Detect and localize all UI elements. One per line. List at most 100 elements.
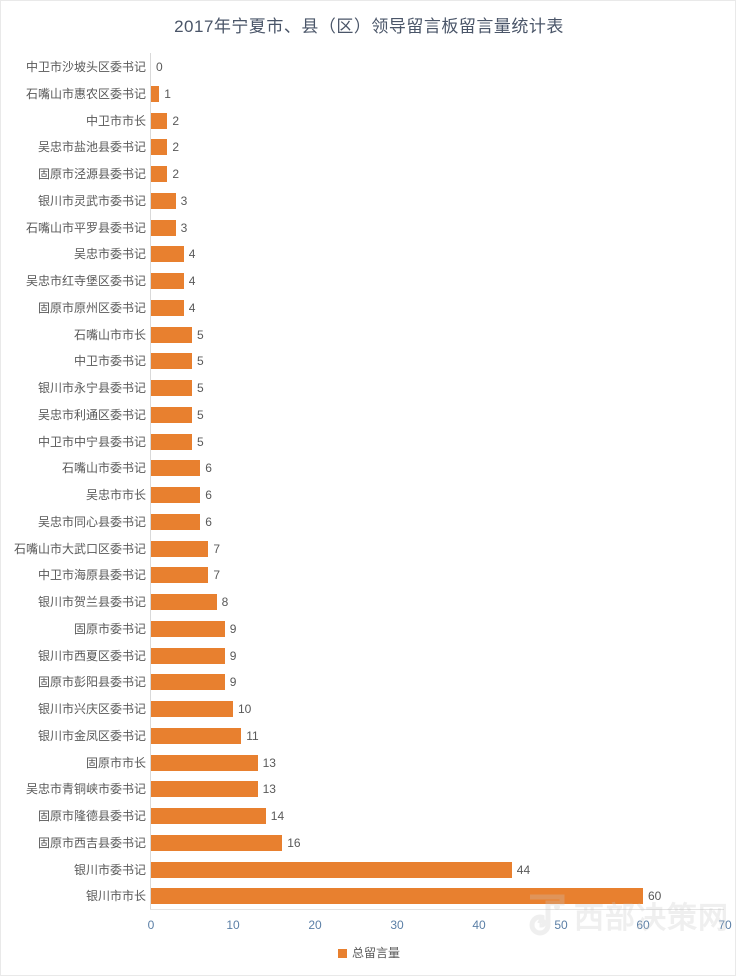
bar[interactable] (151, 112, 168, 129)
category-label: 吴忠市利通区委书记 (37, 407, 146, 422)
category-label: 银川市灵武市委书记 (37, 193, 146, 208)
category-label: 吴忠市同心县委书记 (37, 514, 146, 529)
bar[interactable] (151, 888, 643, 905)
bar[interactable] (151, 139, 168, 156)
bar-value-label: 2 (172, 140, 180, 155)
bar-value-label: 3 (180, 193, 188, 208)
bar-row: 石嘴山市平罗县委书记 3 (1, 214, 736, 242)
bar[interactable] (151, 701, 233, 718)
bar-row: 固原市原州区委书记 4 (1, 294, 736, 322)
category-label: 石嘴山市惠农区委书记 (25, 86, 146, 101)
bar-with-value: 7 (151, 540, 220, 557)
bar-with-value: 6 (151, 487, 212, 504)
bar[interactable] (151, 353, 192, 370)
category-label: 固原市市长 (85, 755, 146, 770)
category-label: 银川市委书记 (73, 862, 146, 877)
category-label: 吴忠市红寺堡区委书记 (25, 274, 146, 289)
bar-value-label: 4 (188, 247, 196, 262)
bar-row: 固原市西吉县委书记 16 (1, 829, 736, 857)
category-label: 固原市泾源县委书记 (37, 167, 146, 182)
bar[interactable] (151, 513, 201, 530)
bar-with-value: 6 (151, 460, 212, 477)
bar-value-label: 10 (238, 702, 252, 717)
bar-row: 银川市永宁县委书记 5 (1, 374, 736, 402)
bar-with-value: 5 (151, 433, 204, 450)
bar[interactable] (151, 781, 258, 798)
bar-with-value: 0 (151, 59, 163, 75)
bar[interactable] (151, 594, 217, 611)
bar[interactable] (151, 540, 209, 557)
bar-value-label: 3 (180, 220, 188, 235)
x-axis-tick: 60 (636, 918, 650, 932)
bar[interactable] (151, 166, 168, 183)
bar-with-value: 7 (151, 567, 221, 584)
bar-with-value: 60 (151, 888, 662, 905)
bar[interactable] (151, 406, 192, 423)
bar-value-label: 13 (262, 782, 276, 797)
category-label: 中卫市委书记 (73, 354, 146, 369)
bar-row: 中卫市委书记 5 (1, 347, 736, 375)
bar-value-label: 2 (172, 167, 180, 182)
category-label: 银川市市长 (85, 889, 146, 904)
bar-with-value: 10 (151, 701, 252, 718)
y-axis-line (150, 53, 151, 909)
bar-with-value: 13 (151, 781, 276, 798)
bar[interactable] (151, 460, 201, 477)
bar-with-value: 2 (151, 166, 180, 183)
bar-value-label: 4 (188, 274, 196, 289)
bar[interactable] (151, 834, 283, 851)
bar-with-value: 3 (151, 219, 188, 236)
bar[interactable] (151, 433, 192, 450)
bar[interactable] (151, 85, 160, 102)
bar-row: 吴忠市盐池县委书记 2 (1, 133, 736, 161)
bar-value-label: 14 (270, 809, 285, 824)
bar[interactable] (151, 674, 225, 691)
bar[interactable] (151, 754, 258, 771)
bar-row: 石嘴山市惠农区委书记 1 (1, 80, 736, 108)
bar-row: 银川市市长 60 (1, 882, 736, 910)
bar[interactable] (151, 861, 512, 878)
bar-with-value: 2 (151, 112, 180, 129)
bar-row: 固原市彭阳县委书记 9 (1, 668, 736, 696)
bar[interactable] (151, 326, 192, 343)
x-axis-tick: 40 (472, 918, 486, 932)
bar-row: 中卫市中宁县委书记 5 (1, 428, 736, 456)
bar-value-label: 9 (229, 675, 237, 690)
category-label: 石嘴山市委书记 (61, 461, 146, 476)
category-label: 固原市隆德县委书记 (37, 809, 146, 824)
bar-with-value: 4 (151, 299, 195, 316)
bar-row: 吴忠市青铜峡市委书记 13 (1, 775, 736, 803)
bar-with-value: 1 (151, 85, 171, 102)
bar-with-value: 44 (151, 861, 530, 878)
bar[interactable] (151, 647, 225, 664)
bar-value-label: 11 (246, 728, 259, 743)
bar[interactable] (151, 273, 184, 290)
bar[interactable] (151, 487, 201, 504)
bar[interactable] (151, 246, 184, 263)
x-axis-tick: 30 (390, 918, 404, 932)
bar-row: 银川市灵武市委书记 3 (1, 187, 736, 215)
category-label: 中卫市沙坡头区委书记 (25, 60, 146, 75)
category-label: 石嘴山市市长 (73, 327, 146, 342)
bar[interactable] (151, 727, 242, 744)
bar[interactable] (151, 567, 209, 584)
bar-value-label: 2 (172, 113, 180, 128)
bar[interactable] (151, 192, 176, 209)
category-label: 固原市委书记 (73, 621, 146, 636)
x-axis-line (150, 909, 724, 910)
bar-with-value: 3 (151, 192, 188, 209)
bar[interactable] (151, 808, 266, 825)
bar-value-label: 7 (213, 568, 221, 583)
bar-with-value: 2 (151, 139, 180, 156)
x-axis-tick: 0 (147, 918, 155, 932)
bar[interactable] (151, 299, 184, 316)
category-label: 固原市彭阳县委书记 (37, 675, 146, 690)
bar[interactable] (151, 380, 192, 397)
category-label: 石嘴山市大武口区委书记 (13, 541, 146, 556)
bar[interactable] (151, 620, 225, 637)
bar[interactable] (151, 219, 176, 236)
category-label: 固原市原州区委书记 (37, 300, 146, 315)
bar-value-label: 60 (648, 889, 662, 904)
chart-title: 2017年宁夏市、县（区）领导留言板留言量统计表 (174, 17, 564, 36)
